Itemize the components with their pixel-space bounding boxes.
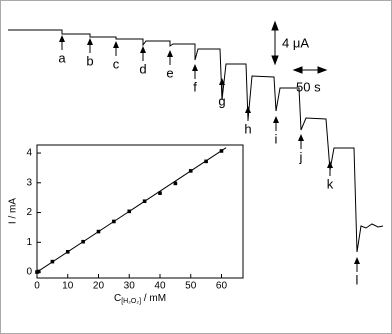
x-tick-label: 20 [93,281,105,292]
inset-plot-area [36,144,244,279]
step-label: l [356,272,359,287]
x-tick-label: 0 [34,281,40,292]
current-scale-label: 4 μA [282,35,309,50]
arrow-head [192,64,198,71]
x-tick-label: 10 [62,281,74,292]
data-point [173,181,178,186]
arrow-head [327,161,333,168]
data-point [219,149,224,153]
step-arrows: a b c d e f g h i j k l [58,35,360,287]
current-trace [8,29,384,253]
arrow-head [245,106,251,113]
x-tick-label: 50 [185,281,197,292]
x-tick-label: 60 [216,281,228,292]
arrow-head [167,50,173,57]
arrow-head [298,134,304,141]
step-label: k [327,176,334,191]
x-label-sub: [H₂O₂] [121,298,141,305]
step-label: j [299,149,303,164]
scale-arrowheads [271,20,279,66]
inset-chart: 0 10 20 30 40 50 60 0 1 2 3 4 [26,147,228,292]
y-tick-label: 2 [26,207,32,218]
data-point [188,169,193,173]
step-label: i [275,131,278,146]
arrow-head [273,116,279,123]
step-label: e [166,65,173,80]
x-label-unit: / mM [141,293,166,304]
data-point [204,159,208,164]
data-point [142,199,147,204]
step-label: h [244,121,251,136]
arrow-head [354,257,360,264]
y-tick-label: 1 [26,237,32,248]
arrow-head [59,35,65,42]
data-point [158,191,162,196]
data-point [65,250,70,254]
step-label: g [218,93,225,108]
step-label: b [86,53,93,68]
data-point [127,209,132,214]
y-tick-label: 4 [26,148,32,159]
x-tick-label: 40 [154,281,166,292]
arrow-head [140,46,146,53]
data-point [112,219,116,224]
step-label: d [139,61,146,76]
y-axis-label: I / mA [8,198,19,224]
x-label-main: C [114,293,121,304]
arrow-head [219,78,225,85]
data-point [50,259,55,264]
data-point [36,269,41,274]
current-scale-bar [271,20,279,66]
step-label: a [58,50,66,65]
time-scale-bar [292,66,328,74]
step-label: f [193,79,197,94]
step-label: c [113,56,120,71]
arrow-head [87,38,93,45]
scale-arrowheads [292,66,328,74]
x-axis-label: C[H₂O₂] / mM [114,293,166,305]
data-point [96,229,101,234]
time-scale-label: 50 s [296,79,321,94]
y-tick-label: 0 [26,267,32,278]
x-tick-label: 30 [124,281,136,292]
arrow-head [113,41,119,48]
y-tick-label: 3 [26,177,32,188]
data-point [81,239,85,244]
